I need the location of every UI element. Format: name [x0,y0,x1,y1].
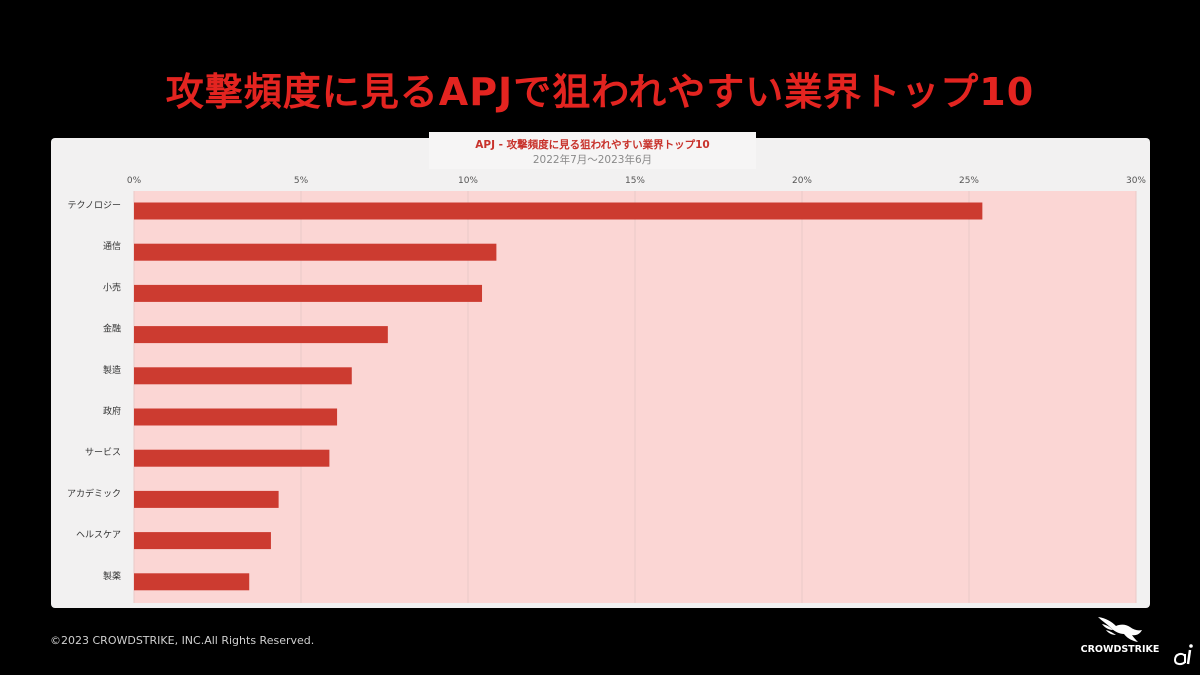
chart-title: APJ - 攻撃頻度に見る狙われやすい業界トップ10 [475,139,710,151]
bar [134,202,983,220]
bar [134,367,352,385]
bar [134,326,388,344]
x-tick-label: 15% [625,176,645,186]
x-tick-label: 5% [294,176,309,186]
brand-name: CROWDSTRIKE [1080,644,1160,655]
category-label: テクノロジー [68,200,121,211]
x-tick-label: 20% [792,176,812,186]
chart-subtitle: 2022年7月～2023年6月 [532,154,653,166]
x-tick-label: 10% [458,176,478,186]
category-label: 小売 [103,281,121,293]
bar [134,243,497,261]
x-tick-label: 25% [959,176,979,186]
x-tick-labels: 0% 5% 10% 15% 20% 25% 30% [127,176,1147,186]
bar [134,532,271,550]
bar [134,408,338,426]
slide-title: 攻撃頻度に見るAPJで狙われやすい業界トップ10 [165,70,1035,114]
crowdstrike-brand: CROWDSTRIKE [1068,614,1172,666]
bar [134,490,279,508]
falcon-logo-icon [1098,617,1142,642]
category-label: 金融 [103,323,121,335]
category-label: 政府 [103,405,121,417]
category-label: 通信 [103,240,121,252]
bar [134,573,250,591]
category-label: ヘルスケア [76,530,121,541]
category-label: アカデミック [67,487,121,499]
chart-title-box: APJ - 攻撃頻度に見る狙われやすい業界トップ10 2022年7月～2023年… [429,132,756,169]
bar [134,449,330,467]
bars [134,202,983,591]
x-tick-label: 30% [1126,176,1146,186]
bar [134,284,483,302]
publisher-ai-logo-icon [1173,644,1193,666]
copyright-text: ©2023 CROWDSTRIKE, INC.All Rights Reserv… [50,634,315,647]
category-label: 製造 [103,364,121,376]
category-label: 製薬 [103,570,121,582]
x-tick-label: 0% [127,176,142,186]
category-label: サービス [85,447,121,458]
